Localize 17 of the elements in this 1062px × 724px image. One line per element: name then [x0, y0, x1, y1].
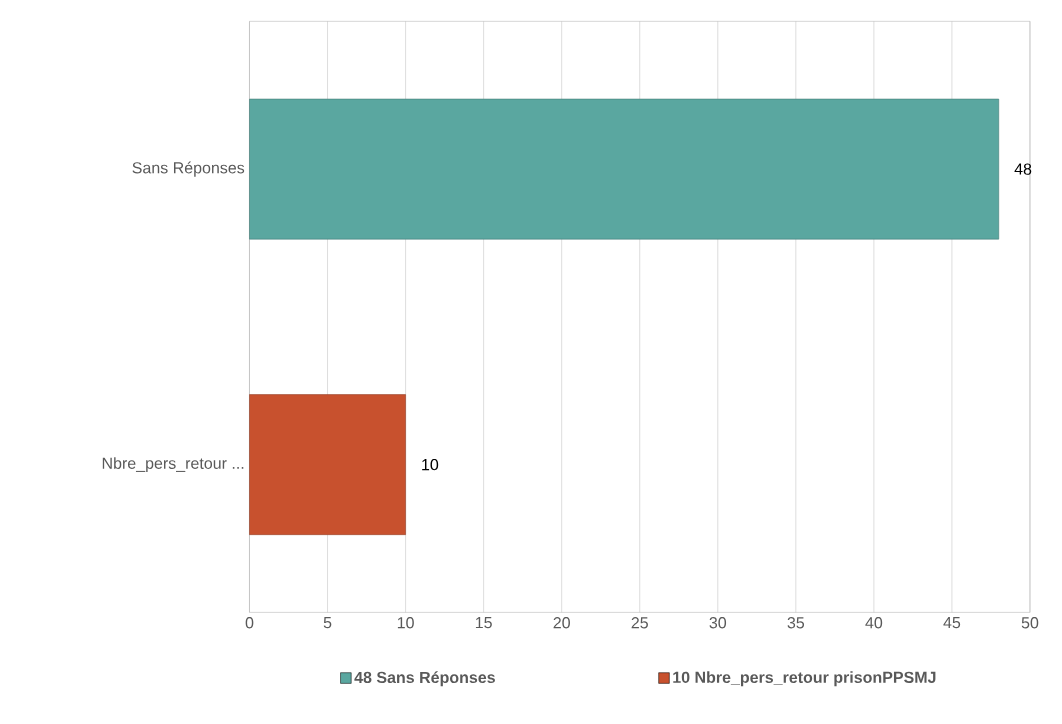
x-tick-label: 5: [323, 616, 332, 629]
legend-label: 10 Nbre_pers_retour prisonPPSMJ: [673, 671, 936, 686]
x-tick-label: 45: [943, 616, 961, 629]
data-label: 10: [422, 458, 439, 471]
x-tick-label: 50: [1021, 616, 1039, 629]
y-tick-label: Nbre_pers_retour ...: [102, 456, 244, 472]
x-tick-label: 10: [397, 616, 414, 629]
x-tick-label: 0: [245, 616, 254, 629]
x-tick-label: 35: [787, 616, 805, 629]
x-tick-label: 20: [553, 616, 570, 629]
x-tick-label: 25: [631, 616, 648, 629]
x-tick-label: 15: [475, 616, 492, 629]
x-tick-label: 40: [865, 616, 883, 629]
data-label: 48: [1014, 163, 1032, 175]
y-tick-label: Sans Réponses: [132, 161, 245, 177]
x-tick-label: 30: [709, 616, 727, 629]
legend-label: 48 Sans Réponses: [354, 670, 495, 687]
